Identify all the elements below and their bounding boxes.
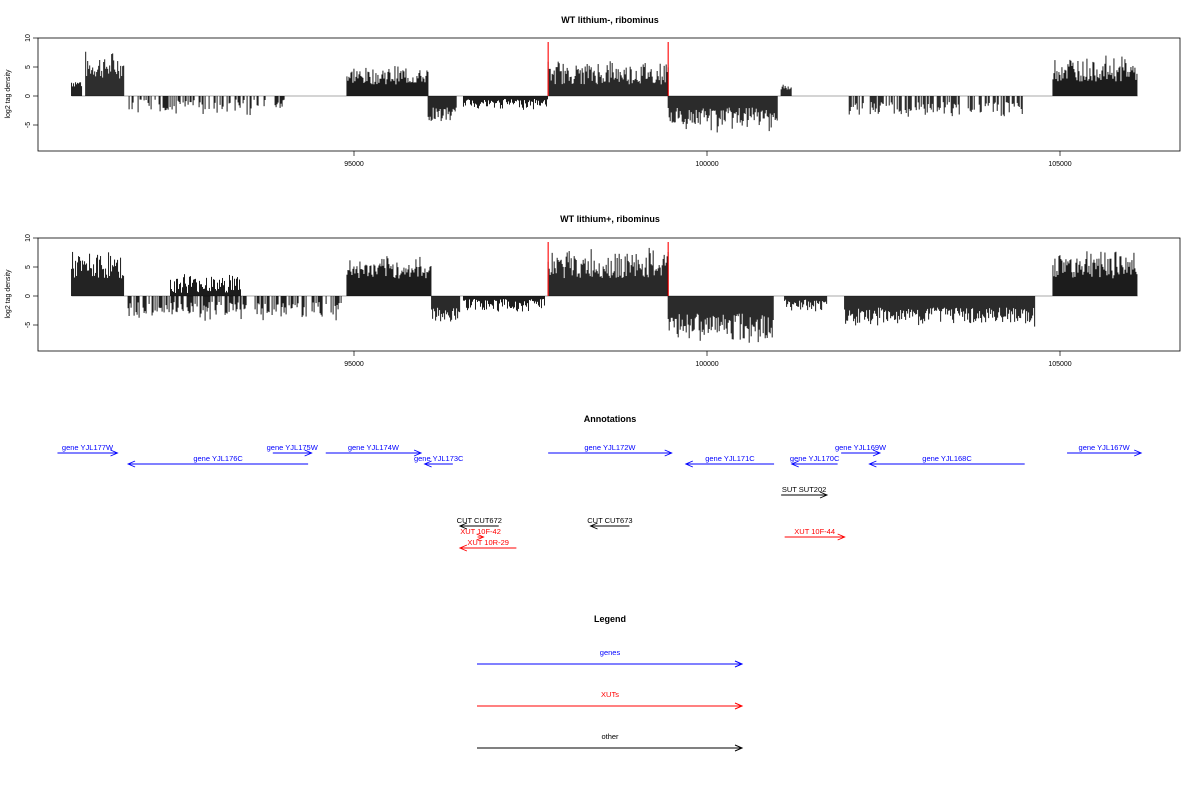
annotation-feature: gene YJL177W <box>57 443 119 457</box>
feature-label: gene YJL169W <box>835 443 887 452</box>
annotation-feature: gene YJL167W <box>1067 443 1143 457</box>
legend-label: XUTs <box>601 690 619 699</box>
density-bars <box>71 247 1138 343</box>
annotation-feature: gene YJL173C <box>414 454 464 468</box>
annotation-feature: XUT 10F-42 <box>460 527 501 541</box>
feature-label: CUT CUT672 <box>457 516 502 525</box>
legend-title: Legend <box>594 614 626 624</box>
feature-label: gene YJL176C <box>193 454 243 463</box>
feature-label: gene YJL168C <box>922 454 972 463</box>
feature-arrowhead <box>868 460 877 468</box>
highlight-lines <box>547 242 669 296</box>
feature-label: XUT 10R-29 <box>467 538 509 547</box>
legend-label: other <box>601 732 619 741</box>
feature-label: gene YJL174W <box>348 443 400 452</box>
legend-arrowhead <box>734 702 744 710</box>
annotation-feature: gene YJL171C <box>684 454 775 468</box>
x-tick-label: 95000 <box>344 161 364 168</box>
feature-arrowhead <box>110 449 119 457</box>
annotation-feature: gene YJL174W <box>325 443 423 457</box>
annotation-feature: CUT CUT672 <box>457 516 502 530</box>
feature-label: gene YJL167W <box>1079 443 1131 452</box>
feature-arrowhead <box>1134 449 1143 457</box>
feature-arrowhead <box>872 449 882 457</box>
feature-arrowhead <box>126 460 136 468</box>
y-axis: -5 0 5 10 <box>25 234 38 328</box>
legend-label: genes <box>600 648 621 657</box>
feature-label: gene YJL175W <box>267 443 319 452</box>
panel-title: WT lithium+, ribominus <box>560 214 660 224</box>
feature-label: gene YJL172W <box>584 443 636 452</box>
annotation-features: gene YJL177W gene YJL176C gene YJL175W gene… <box>57 443 1143 552</box>
feature-arrowhead <box>589 522 598 530</box>
feature-label: gene YJL170C <box>790 454 840 463</box>
legend-entry: genes <box>477 648 744 668</box>
legend-arrowhead <box>734 660 744 668</box>
feature-arrowhead <box>476 533 485 541</box>
y-tick-label: 10 <box>25 234 32 242</box>
annotation-feature: CUT CUT673 <box>587 516 633 530</box>
y-axis: -5 0 5 10 <box>25 34 38 128</box>
feature-label: gene YJL171C <box>705 454 755 463</box>
annotation-feature: gene YJL170C <box>790 454 840 468</box>
feature-label: SUT SUT202 <box>782 485 826 494</box>
annotation-feature: gene YJL169W <box>835 443 887 457</box>
y-tick-label: 5 <box>25 265 32 269</box>
legend: Legend genes XUTs other <box>477 614 744 752</box>
feature-label: gene YJL177W <box>62 443 114 452</box>
panel-lithium-plus: WT lithium+, ribominus log2 tag density … <box>5 214 1181 368</box>
feature-arrowhead <box>423 460 432 468</box>
x-tick-label: 105000 <box>1048 361 1071 368</box>
feature-arrowhead <box>413 449 423 457</box>
x-tick-label: 95000 <box>344 361 364 368</box>
density-bars <box>71 51 1138 133</box>
y-axis-label: log2 tag density <box>5 269 12 319</box>
y-axis-label: log2 tag density <box>5 69 12 119</box>
annotation-feature: SUT SUT202 <box>781 485 829 499</box>
feature-arrowhead <box>664 449 673 457</box>
feature-label: XUT 10F-42 <box>460 527 501 536</box>
x-tick-label: 100000 <box>695 161 718 168</box>
annotation-feature: gene YJL176C <box>126 454 309 468</box>
feature-label: XUT 10F-44 <box>794 527 835 536</box>
feature-arrowhead <box>684 460 693 468</box>
legend-entry: XUTs <box>477 690 744 710</box>
y-tick-label: 0 <box>25 94 32 98</box>
y-tick-label: 10 <box>25 34 32 42</box>
annotation-feature: XUT 10R-29 <box>458 538 517 552</box>
feature-label: gene YJL173C <box>414 454 464 463</box>
feature-arrowhead <box>837 533 846 541</box>
annotation-feature: XUT 10F-44 <box>784 527 846 541</box>
panel-lithium-minus: WT lithium-, ribominus log2 tag density … <box>5 15 1181 168</box>
x-axis: 95000 100000 105000 <box>344 351 1072 368</box>
y-tick-label: 5 <box>25 65 32 69</box>
x-axis: 95000 100000 105000 <box>344 151 1072 168</box>
feature-label: CUT CUT673 <box>587 516 632 525</box>
y-tick-label: -5 <box>25 322 32 328</box>
x-tick-label: 105000 <box>1048 161 1071 168</box>
feature-arrowhead <box>790 460 799 468</box>
feature-arrowhead <box>819 491 829 499</box>
feature-arrowhead <box>458 544 468 552</box>
annotation-feature: gene YJL168C <box>868 454 1025 468</box>
legend-entries: genes XUTs other <box>477 648 744 752</box>
annotation-feature: gene YJL175W <box>267 443 319 457</box>
legend-arrowhead <box>734 744 744 752</box>
plot-frame <box>37 237 1181 352</box>
y-tick-label: -5 <box>25 122 32 128</box>
plot-frame <box>37 37 1181 152</box>
y-tick-label: 0 <box>25 294 32 298</box>
x-tick-label: 100000 <box>695 361 718 368</box>
highlight-lines <box>547 42 669 96</box>
annotations-title: Annotations <box>584 414 637 424</box>
panel-title: WT lithium-, ribominus <box>561 15 659 25</box>
feature-arrowhead <box>304 449 313 457</box>
feature-arrowhead <box>458 522 468 530</box>
annotation-feature: gene YJL172W <box>548 443 673 457</box>
legend-entry: other <box>477 732 744 752</box>
